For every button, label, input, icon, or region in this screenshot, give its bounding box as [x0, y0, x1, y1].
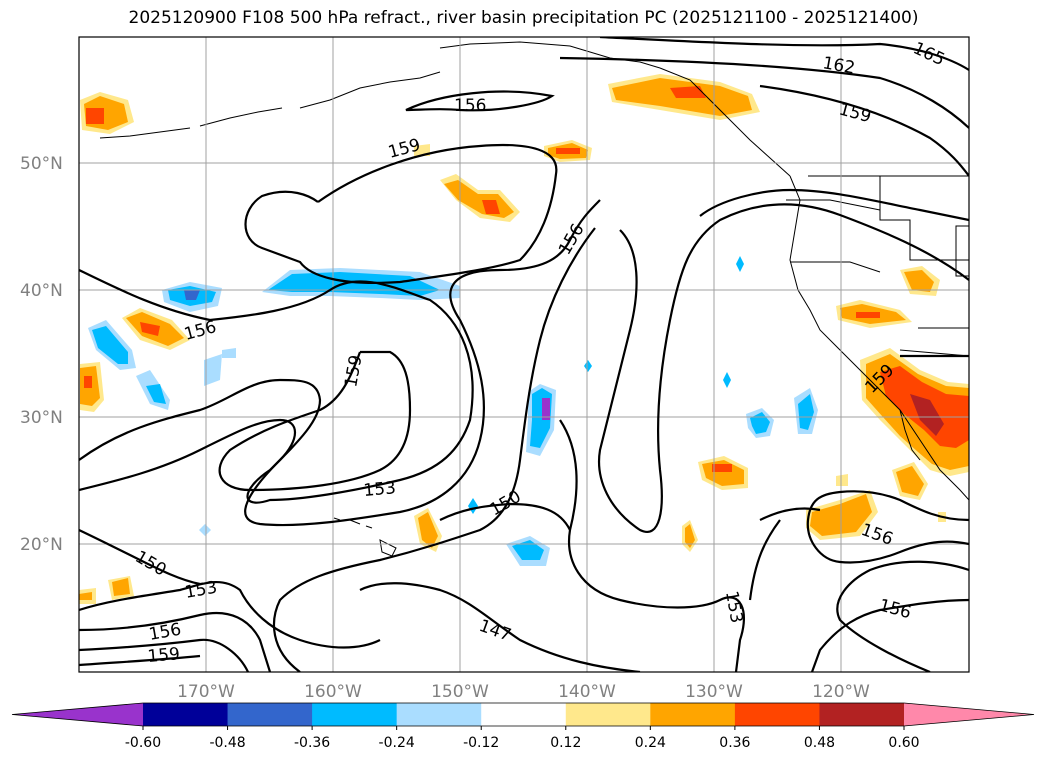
colorbar-tick-label: 0.48 [804, 735, 835, 751]
colorbar-segment [143, 703, 229, 726]
colorbar-segment [734, 703, 820, 726]
map-plot-area: 165 162 159 156 159 156 156 159 159 153 … [79, 37, 969, 672]
colorbar-tick-label: -0.12 [463, 735, 499, 751]
colorbar-extend-low [12, 703, 143, 726]
colorbar-tick-label: -0.48 [209, 735, 245, 751]
colorbar-tick-label: 0.12 [550, 735, 581, 751]
colorbar-tick-label: 0.24 [635, 735, 666, 751]
lon-label-120w: 120°W [812, 682, 870, 702]
map-frame [78, 36, 970, 673]
lat-label-20n: 20°N [20, 535, 63, 555]
lat-label-50n: 50°N [20, 154, 63, 174]
colorbar-segment [650, 703, 736, 726]
colorbar-segment [227, 703, 313, 726]
colorbar-segment [396, 703, 482, 726]
lat-label-30n: 30°N [20, 408, 63, 428]
colorbar-tick-label: 0.60 [888, 735, 919, 751]
longitude-labels: 170°W 160°W 150°W 140°W 130°W 120°W [177, 682, 870, 702]
lon-label-140w: 140°W [558, 682, 616, 702]
contour-label: 153 [363, 478, 397, 501]
height-contours [79, 37, 969, 672]
colorbar-tick-label: -0.24 [379, 735, 415, 751]
lon-label-150w: 150°W [431, 682, 489, 702]
colorbar-tick-label: -0.36 [294, 735, 330, 751]
colorbar-extend-high [904, 703, 1034, 726]
gridlines [79, 37, 969, 672]
contour-labels: 165 162 159 156 159 156 156 159 159 153 … [132, 38, 948, 667]
lon-label-130w: 130°W [685, 682, 743, 702]
latitude-labels: 50°N 40°N 30°N 20°N [20, 154, 63, 555]
colorbar-segment [481, 703, 567, 726]
colorbar-segment [312, 703, 398, 726]
contour-label: 156 [454, 96, 486, 116]
coastlines [99, 41, 969, 557]
colorbar-tick-label: -0.60 [125, 735, 161, 751]
colorbar-segment [819, 703, 905, 726]
colorbar: -0.60 -0.48 -0.36 -0.24 -0.12 0.12 0.24 0.36 0.4… [11, 702, 1035, 751]
colorbar-segment [565, 703, 651, 726]
contour-label: 159 [147, 644, 181, 667]
lat-label-40n: 40°N [20, 281, 63, 301]
lon-label-170w: 170°W [177, 682, 235, 702]
colorbar-tick-label: 0.36 [719, 735, 750, 751]
map-title: 2025120900 F108 500 hPa refract., river … [128, 8, 919, 28]
lon-label-160w: 160°W [304, 682, 362, 702]
